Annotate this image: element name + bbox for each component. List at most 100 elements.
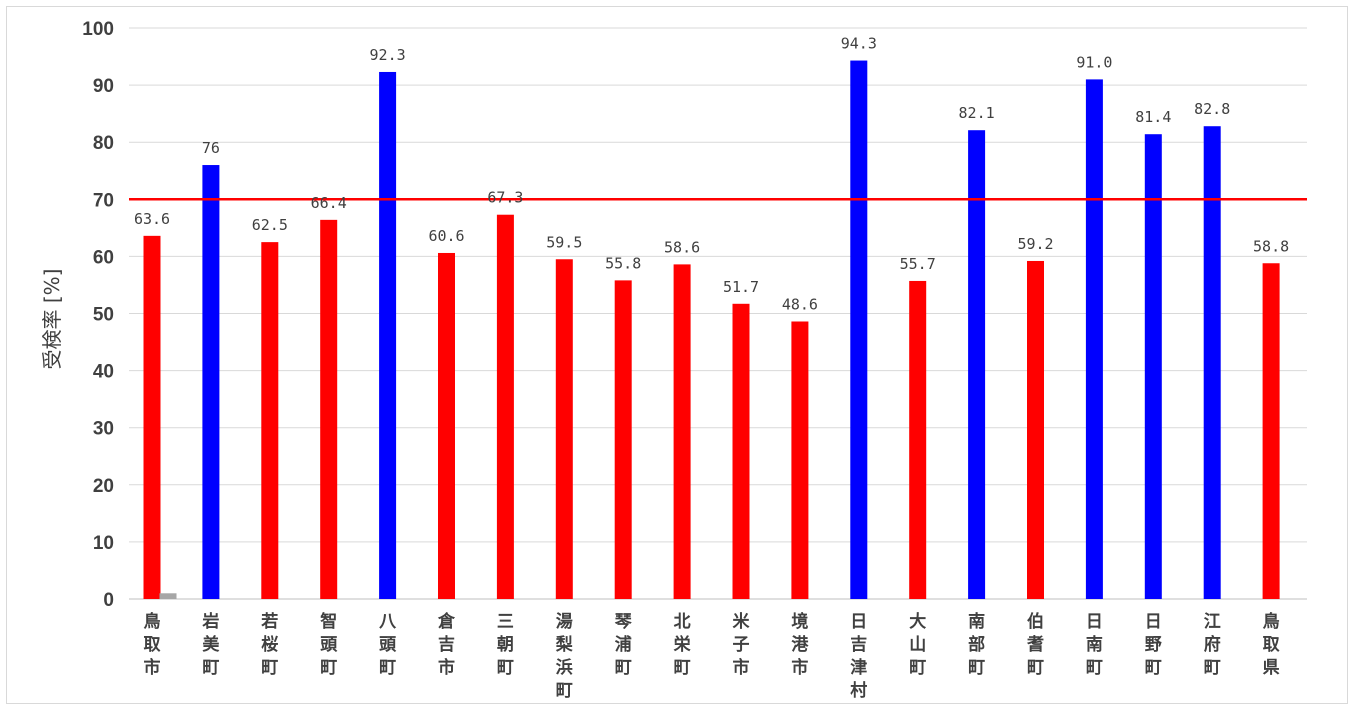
data-labels: 63.6 76 62.5 66.4 92.3 60.6 67.3 59.5 55.8 58.6 51… bbox=[134, 35, 1289, 314]
category-label: 町 bbox=[674, 658, 691, 678]
category-label: 栄 bbox=[673, 634, 692, 655]
category-label: 智 bbox=[320, 611, 337, 632]
data-label: 55.7 bbox=[900, 255, 936, 273]
category-label: 町 bbox=[1145, 658, 1162, 678]
bar bbox=[791, 321, 809, 599]
bar bbox=[673, 264, 691, 599]
data-label: 67.3 bbox=[487, 189, 523, 207]
category-label: 取 bbox=[1263, 635, 1280, 655]
bar bbox=[614, 280, 632, 599]
data-label: 91.0 bbox=[1076, 53, 1112, 71]
data-label: 58.8 bbox=[1253, 237, 1289, 255]
category-label: 山 bbox=[909, 635, 926, 655]
category-label: 南 bbox=[1086, 634, 1103, 655]
category-label: 鳥 bbox=[144, 611, 161, 632]
bar bbox=[909, 280, 927, 599]
data-label: 81.4 bbox=[1135, 108, 1171, 126]
category-label: 浜 bbox=[556, 658, 573, 678]
y-axis-label: 受検率 [%] bbox=[40, 269, 64, 370]
data-label: 92.3 bbox=[370, 46, 406, 64]
y-tick-label: 80 bbox=[93, 133, 114, 154]
y-tick-label: 20 bbox=[93, 476, 114, 497]
bar bbox=[438, 252, 455, 599]
category-label: 野 bbox=[1145, 635, 1162, 655]
category-label: 倉 bbox=[437, 611, 456, 632]
data-label: 66.4 bbox=[311, 194, 347, 212]
category-label: 吉 bbox=[850, 635, 867, 655]
bar bbox=[850, 60, 868, 600]
category-label: 日 bbox=[1086, 612, 1103, 632]
category-label: 府 bbox=[1204, 634, 1221, 655]
category-label: 日 bbox=[850, 612, 867, 632]
y-tick-label: 30 bbox=[93, 419, 114, 440]
bar bbox=[143, 235, 161, 599]
category-label: 子 bbox=[733, 635, 750, 655]
category-label: 鳥 bbox=[1263, 611, 1280, 632]
category-label: 町 bbox=[556, 681, 573, 701]
data-label: 48.6 bbox=[782, 295, 818, 313]
category-label: 吉 bbox=[438, 635, 455, 655]
category-label: 町 bbox=[261, 658, 278, 678]
category-label: 市 bbox=[144, 657, 161, 678]
bar bbox=[1262, 263, 1280, 599]
category-label: 耆 bbox=[1027, 635, 1044, 655]
data-label: 60.6 bbox=[428, 227, 464, 245]
category-label: 町 bbox=[909, 658, 926, 678]
y-tick-label: 50 bbox=[93, 305, 114, 326]
category-label: 市 bbox=[438, 657, 455, 678]
secondary-bar bbox=[159, 593, 177, 599]
category-label: 取 bbox=[144, 635, 161, 655]
y-tick-label: 100 bbox=[82, 19, 114, 40]
gridlines bbox=[129, 27, 1307, 600]
y-tick-label: 10 bbox=[93, 533, 114, 554]
category-label: 湯 bbox=[556, 612, 573, 632]
category-label: 頭 bbox=[320, 635, 338, 655]
category-label: 美 bbox=[202, 634, 220, 655]
bar-chart: 0 10 20 30 40 50 60 70 80 90 100 63.6 76 62.5 66.4 92.… bbox=[40, 19, 1307, 701]
category-label: 朝 bbox=[497, 634, 514, 655]
data-label: 51.7 bbox=[723, 278, 759, 296]
category-label: 境 bbox=[791, 611, 808, 632]
category-label: 県 bbox=[1263, 658, 1280, 678]
bar bbox=[1203, 126, 1221, 599]
data-label: 62.5 bbox=[252, 216, 288, 234]
category-label: 大 bbox=[909, 611, 926, 632]
bar bbox=[1144, 134, 1162, 599]
bar bbox=[202, 165, 220, 600]
y-tick-label: 0 bbox=[103, 590, 114, 611]
category-label: 市 bbox=[733, 657, 750, 678]
bar bbox=[555, 259, 573, 599]
category-label: 岩 bbox=[201, 611, 219, 632]
bar bbox=[379, 71, 397, 600]
category-label: 桜 bbox=[261, 634, 278, 655]
y-tick-label: 70 bbox=[93, 190, 114, 211]
data-label: 55.8 bbox=[605, 254, 641, 272]
category-label: 津 bbox=[850, 657, 867, 678]
data-label: 59.5 bbox=[546, 233, 582, 251]
category-label: 江 bbox=[1204, 612, 1221, 632]
bar bbox=[261, 242, 279, 599]
category-label: 米 bbox=[733, 611, 751, 632]
category-label: 北 bbox=[674, 612, 691, 632]
bars bbox=[143, 60, 1280, 600]
chart-frame: 0 10 20 30 40 50 60 70 80 90 100 63.6 76 62.5 66.4 92.… bbox=[6, 6, 1348, 704]
category-label: 日 bbox=[1145, 612, 1162, 632]
data-label: 63.6 bbox=[134, 210, 170, 228]
category-label: 町 bbox=[1086, 658, 1103, 678]
category-label: 梨 bbox=[555, 634, 574, 655]
category-label: 町 bbox=[968, 658, 985, 678]
category-label: 町 bbox=[379, 658, 396, 678]
category-label: 村 bbox=[850, 680, 867, 701]
category-label: 町 bbox=[497, 658, 514, 678]
data-label: 94.3 bbox=[841, 35, 877, 53]
data-label: 59.2 bbox=[1017, 235, 1053, 253]
category-label: 町 bbox=[1204, 658, 1221, 678]
bar bbox=[496, 214, 514, 600]
category-label: 町 bbox=[615, 658, 632, 678]
category-label: 八 bbox=[379, 612, 397, 632]
category-label: 南 bbox=[968, 611, 985, 632]
category-label: 町 bbox=[1027, 658, 1044, 678]
data-label: 58.6 bbox=[664, 238, 700, 256]
category-label: 琴 bbox=[615, 612, 632, 632]
category-label: 三 bbox=[497, 612, 514, 632]
